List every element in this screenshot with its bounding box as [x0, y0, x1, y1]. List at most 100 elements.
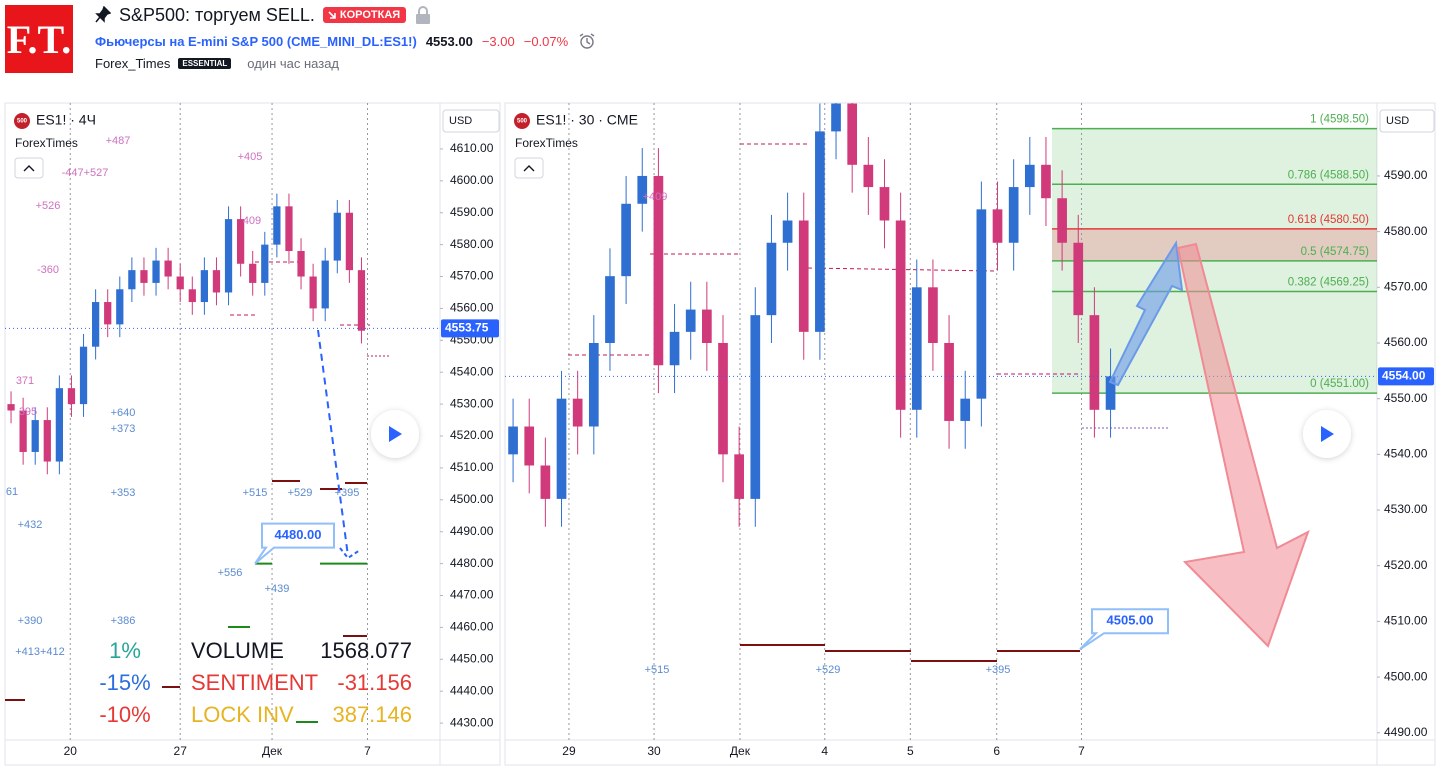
annotation: 409 [243, 215, 261, 227]
callout-box [1079, 608, 1169, 651]
overlay-text: SENTIMENT [191, 670, 318, 695]
drawings [1108, 240, 1310, 648]
author-row: Forex_Times ESSENTIAL один час назад [95, 56, 339, 71]
last-price-box [441, 319, 499, 338]
annotation: +395 [986, 664, 1011, 676]
currency-box [1379, 109, 1435, 133]
play-button[interactable] [371, 410, 419, 458]
candle-body [653, 175, 664, 366]
play-button[interactable] [1303, 410, 1351, 458]
change: −3.00 [481, 33, 515, 49]
y-tick-label: 4530.00 [450, 396, 494, 410]
play-icon[interactable] [1321, 426, 1334, 442]
annotation: +413+412 [15, 646, 65, 658]
annotation: +390 [18, 615, 43, 627]
collapse-icon [523, 165, 535, 172]
y-tick-label: 4470.00 [450, 588, 494, 602]
candle-body [104, 302, 112, 325]
y-tick-label: 4460.00 [450, 620, 494, 634]
candle-body [152, 260, 160, 283]
candle-body [43, 420, 51, 462]
callout-box [254, 522, 335, 565]
candle-body [718, 342, 728, 455]
panel-subtitle: ForexTimes [515, 136, 578, 150]
panel-frame [4, 102, 501, 766]
candle-body [782, 220, 793, 243]
candle-body [188, 289, 196, 303]
fib-label: 0.786 (4588.50) [1288, 169, 1369, 181]
y-tick-label: 4440.00 [450, 683, 494, 697]
candle-body [357, 270, 366, 331]
collapse-button[interactable] [14, 157, 44, 179]
y-tick-label: 4520.00 [450, 428, 494, 442]
candle-body [285, 206, 293, 252]
collapse-button[interactable] [514, 157, 544, 179]
candle-body [116, 289, 124, 325]
y-tick-label: 4580.00 [450, 237, 494, 251]
x-tick-label: 7 [1078, 744, 1085, 758]
candle-body [333, 212, 341, 261]
last-price-box [1378, 367, 1434, 386]
candle-body [524, 426, 535, 466]
candle-body [815, 131, 825, 332]
plot-right: +409 +515 +529 +395 [505, 103, 1377, 740]
y-tick-label: 4610.00 [450, 141, 494, 155]
y-tick-label: 4450.00 [450, 651, 494, 665]
symbol-link[interactable]: Фьючерсы на E-mini S&P 500 (CME_MINI_DL:… [95, 34, 417, 49]
title-row: S&P500: торгуем SELL. КОРОТКАЯ [95, 4, 432, 26]
candle-body [297, 251, 305, 277]
candle-body [1105, 376, 1116, 410]
candle-body [831, 103, 841, 132]
y-tick-label: 4600.00 [450, 173, 494, 187]
candle-body [911, 287, 922, 410]
y-tick-label: 4560.00 [1384, 335, 1428, 349]
candle-body [637, 175, 648, 204]
symbol-row: Фьючерсы на E-mini S&P 500 (CME_MINI_DL:… [95, 32, 597, 50]
y-tick-label: 4580.00 [1384, 224, 1428, 238]
x-tick-label: 20 [64, 744, 78, 758]
projection-arrow [317, 329, 349, 557]
candle-body [237, 219, 245, 264]
overlay-text: LOCK INV [191, 702, 294, 727]
overlay-text: -15% [99, 670, 150, 695]
candle-body [685, 309, 696, 332]
annotation: +529 [816, 664, 841, 676]
overlay-text: 1568.077 [320, 638, 412, 663]
y-tick-label: 4550.00 [1384, 391, 1428, 405]
y-tick-label: 4570.00 [450, 269, 494, 283]
candle-body [1057, 198, 1067, 243]
annotation: -447+527 [62, 167, 109, 179]
annotation: +487 [106, 135, 131, 147]
annotation: +515 [645, 664, 670, 676]
badge-text: КОРОТКАЯ [339, 9, 401, 21]
annotation: -360 [37, 264, 59, 276]
x-tick-label: Дек [262, 744, 283, 758]
candle-body [540, 465, 551, 499]
play-icon[interactable] [389, 426, 402, 442]
candle-body [508, 426, 518, 455]
alert-icon[interactable] [577, 32, 597, 50]
logo[interactable]: F.T. [5, 5, 73, 73]
up-arrow [1108, 240, 1184, 387]
annotation: +405 [238, 151, 263, 163]
projection-arrow-head [339, 547, 361, 560]
plot-left: +487 +405 -447+527 +526 409 -360 371 395 +640 +37… [5, 103, 440, 740]
y-tick-label: 4530.00 [1384, 502, 1428, 516]
annotation: +395 [335, 487, 360, 499]
fib-label: 0 (4551.00) [1310, 378, 1369, 390]
y-tick-label: 4500.00 [450, 492, 494, 506]
symbol[interactable]: (CME_MINI_DL:ES1!) [286, 33, 417, 49]
y-tick-label: 4520.00 [1384, 558, 1428, 572]
y-tick-label: 4510.00 [450, 460, 494, 474]
symbol-icon [14, 113, 30, 129]
candle-body [261, 244, 269, 283]
candle-body [1024, 164, 1035, 188]
candle-body [224, 219, 233, 293]
author[interactable]: Forex_Times [95, 56, 171, 71]
candle-body [92, 302, 100, 347]
y-tick-label: 4590.00 [1384, 168, 1428, 182]
instrument[interactable]: Фьючерсы на E-mini S&P 500 [95, 33, 284, 49]
annotation: +515 [243, 487, 268, 499]
